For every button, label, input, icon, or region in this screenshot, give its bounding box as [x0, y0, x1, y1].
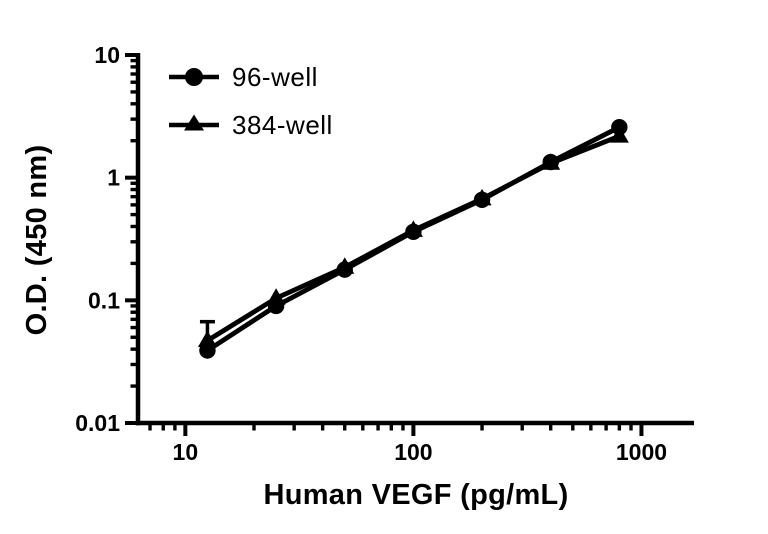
data-point-circle-96-well: [199, 342, 216, 359]
y-tick-label: 1: [107, 165, 120, 191]
data-point-circle-96-well: [473, 191, 491, 209]
plot-area: 10 100 1000 0.01 0.1 1 10: [75, 42, 694, 465]
y-tick-label: 10: [94, 42, 120, 68]
legend-label-384-well: 384-well: [232, 110, 333, 140]
data-point-circle-96-well: [336, 261, 353, 278]
legend-item-384-well: 384-well: [169, 110, 333, 140]
data-point-circle-96-well: [542, 153, 559, 171]
legend-item-96-well: 96-well: [169, 62, 318, 92]
data-point-circle-96-well: [611, 118, 628, 136]
legend-marker-circle-icon: [185, 68, 203, 86]
x-tick-label: 100: [394, 439, 432, 465]
x-axis-title: Human VEGF (pg/mL): [263, 479, 568, 511]
y-tick-label: 0.01: [75, 410, 120, 436]
legend-label-96-well: 96-well: [232, 62, 318, 92]
legend-marker-triangle-icon: [184, 114, 204, 131]
legend: 96-well 384-well: [169, 62, 333, 140]
data-point-triangle-384-well: [197, 330, 217, 348]
data-point-circle-96-well: [267, 297, 285, 315]
x-tick-label: 10: [173, 439, 199, 465]
y-tick-label: 0.1: [88, 287, 120, 313]
data-point-circle-96-well: [405, 223, 422, 240]
y-axis-title: O.D. (450 nm): [21, 145, 53, 336]
x-tick-label: 1000: [616, 439, 667, 465]
